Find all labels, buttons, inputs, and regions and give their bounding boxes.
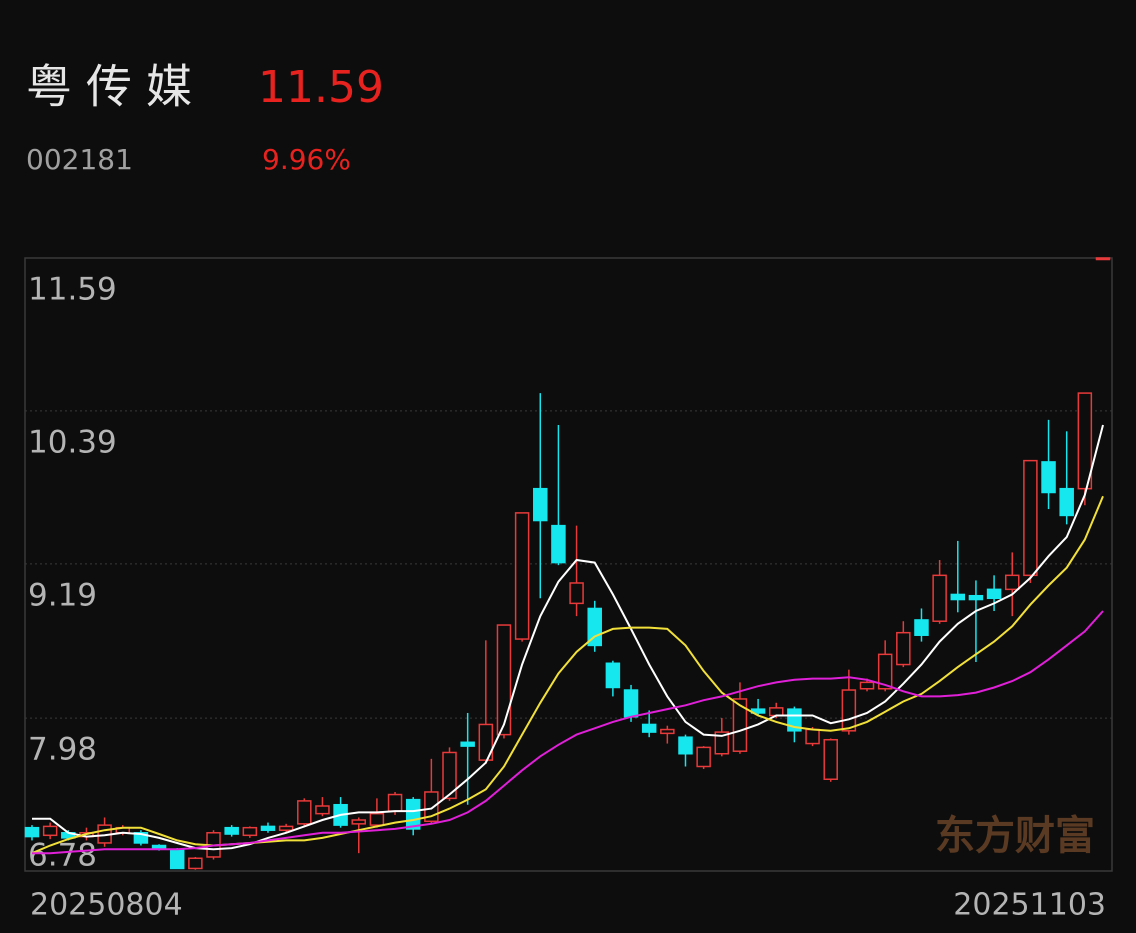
candle-body	[1041, 461, 1056, 494]
plot-frame	[24, 257, 1113, 872]
candle-body	[551, 524, 566, 564]
price-change: 9.96%	[262, 143, 351, 176]
moving-average-line	[31, 495, 1104, 855]
candle-body	[133, 832, 149, 844]
candle-body	[42, 825, 58, 837]
candle-body	[877, 653, 893, 690]
candle-body	[387, 793, 403, 812]
stock-name: 粤传媒	[26, 60, 206, 114]
candle-body	[569, 582, 584, 605]
candle-body	[460, 741, 475, 747]
candle-body	[805, 728, 820, 745]
candle-body	[732, 698, 748, 752]
candle-body	[1004, 574, 1020, 591]
candle-body	[859, 681, 875, 690]
candle-body	[714, 731, 730, 755]
candle-body	[224, 826, 239, 835]
candle-body	[297, 800, 312, 825]
candle-body	[278, 825, 294, 831]
y-tick-label: 10.39	[28, 424, 117, 460]
y-tick-label: 11.59	[28, 272, 117, 308]
candle-body	[260, 825, 276, 831]
candle-body	[841, 689, 857, 732]
candle-body	[1059, 487, 1074, 517]
x-tick-label: 20251103	[953, 888, 1106, 923]
candle-body	[678, 736, 693, 755]
x-tick-label: 20250804	[30, 888, 183, 923]
candle-body	[1095, 257, 1111, 261]
candle-body	[405, 798, 421, 830]
candle-body	[986, 588, 1002, 600]
candle-body	[478, 723, 494, 761]
watermark: 东方财富	[935, 813, 1095, 859]
candle-body	[823, 738, 838, 780]
candle-body	[1023, 459, 1038, 577]
stock-code: 002181	[26, 143, 133, 176]
candle-body	[369, 812, 385, 826]
candle-body	[151, 844, 167, 849]
candle-body	[696, 746, 711, 768]
candle-body	[950, 593, 966, 601]
candle-body	[242, 826, 258, 837]
candle-body	[188, 857, 203, 870]
candle-body	[496, 624, 512, 736]
candle-body	[169, 848, 185, 870]
y-tick-label: 9.19	[28, 577, 97, 613]
moving-average-line	[32, 610, 1104, 855]
candle-body	[660, 728, 675, 735]
moving-average-line	[32, 424, 1104, 851]
candle-body	[315, 805, 330, 815]
candle-body	[24, 826, 40, 838]
candle-body	[442, 751, 457, 800]
candle-body	[968, 594, 984, 601]
candle-body	[1077, 392, 1093, 490]
candle-body	[514, 512, 530, 640]
candle-body	[641, 723, 657, 733]
y-tick-label: 6.78	[28, 838, 97, 874]
candle-body	[932, 574, 947, 622]
candle-body	[605, 662, 621, 689]
candle-body	[896, 631, 911, 666]
candle-body	[623, 689, 639, 718]
y-tick-label: 7.98	[28, 732, 97, 768]
candle-body	[351, 819, 366, 825]
candle-body	[533, 487, 548, 522]
candle-body	[769, 707, 784, 717]
stock-price: 11.59	[258, 62, 384, 113]
candle-body	[914, 619, 929, 636]
